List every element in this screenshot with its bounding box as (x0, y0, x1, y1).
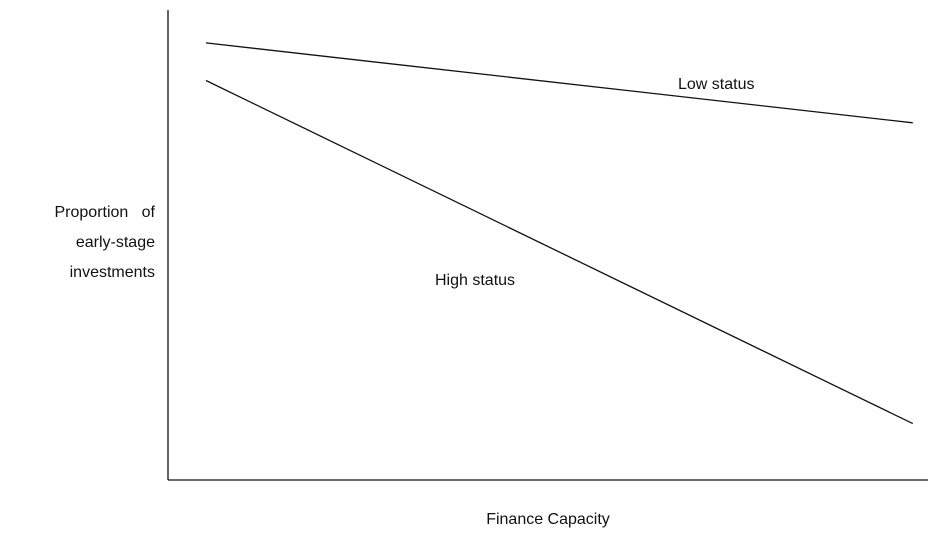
y-axis-label-line-1: Proportion of (55, 204, 156, 221)
series-layer (205, 42, 914, 425)
y-axis-label-line-2: early-stage (76, 234, 155, 251)
series-label-high-status: High status (435, 272, 515, 289)
y-axis-label-line-3: investments (70, 264, 155, 281)
x-axis-label: Finance Capacity (486, 511, 610, 528)
series-line-low-status (205, 42, 913, 124)
series-label-low-status: Low status (678, 76, 754, 93)
series-line-high-status (205, 79, 914, 425)
